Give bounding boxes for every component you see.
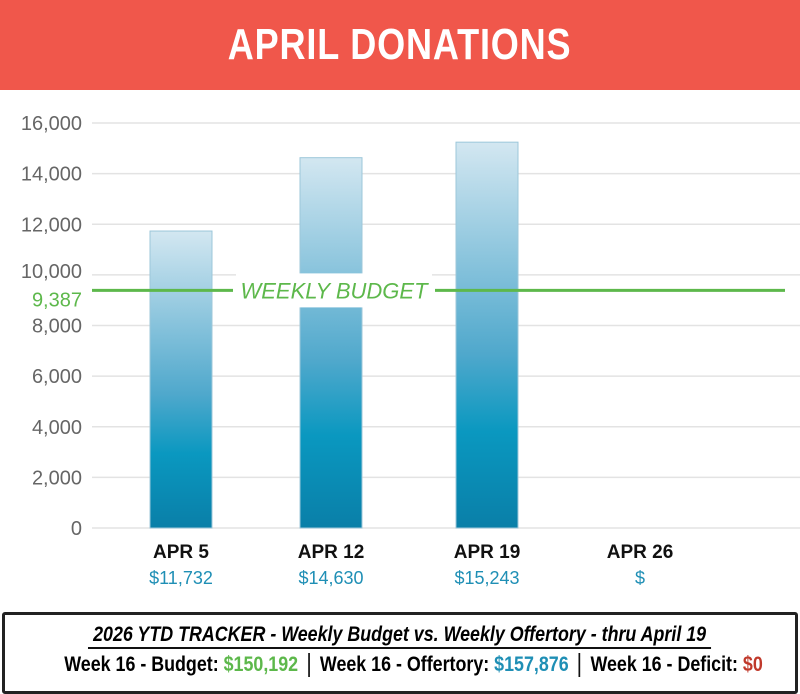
budget-value-bg [14, 291, 84, 311]
chart-title-banner: APRIL DONATIONS [0, 0, 800, 90]
divider [308, 653, 310, 678]
y-tick-label: 0 [71, 518, 82, 540]
bar [299, 157, 363, 529]
offertory-label: Week 16 - Offertory: [319, 653, 490, 676]
x-tick-label: APR 5 [153, 542, 209, 563]
y-tick-label: 4,000 [32, 417, 82, 439]
budget-label-bg [236, 273, 432, 308]
bar [149, 230, 213, 529]
deficit-value: $0 [742, 653, 763, 676]
tracker-summary: Week 16 - Budget: $150,192 Week 16 - Off… [64, 653, 763, 678]
bar-value-label: $11,732 [149, 568, 213, 588]
x-tick-label: APR 19 [454, 542, 521, 563]
x-tick-label: APR 26 [607, 542, 674, 563]
offertory-value: $157,876 [494, 653, 569, 676]
y-tick-label: 10,000 [21, 261, 82, 283]
bar [455, 141, 519, 529]
ytd-tracker-box: 2026 YTD TRACKER - Weekly Budget vs. Wee… [2, 612, 798, 694]
y-tick-label: 16,000 [21, 113, 82, 135]
y-tick-label: 6,000 [32, 366, 82, 388]
budget-line-label: WEEKLY BUDGET [240, 278, 429, 303]
y-tick-label: 8,000 [32, 316, 82, 338]
budget-value: $150,192 [223, 653, 299, 676]
bar-chart: 0 2,000 4,000 6,000 8,000 10,000 12,000 14,000 1… [14, 113, 800, 588]
budget-label: Week 16 - Budget: [64, 653, 219, 676]
divider [578, 653, 581, 678]
y-tick-label: 2,000 [32, 467, 82, 489]
chart-title: APRIL DONATIONS [228, 20, 572, 69]
budget-value-label: 9,387 [32, 289, 82, 311]
bar-value-label: $14,630 [298, 568, 363, 588]
bar-value-label: $15,243 [454, 568, 519, 588]
x-tick-label: APR 12 [298, 542, 365, 563]
y-tick-label: 14,000 [21, 164, 82, 186]
y-tick-label: 12,000 [21, 214, 82, 236]
deficit-label: Week 16 - Deficit: [590, 653, 738, 676]
tracker-title: 2026 YTD TRACKER - Weekly Budget vs. Wee… [88, 623, 712, 649]
bar-value-label: $ [635, 568, 645, 588]
